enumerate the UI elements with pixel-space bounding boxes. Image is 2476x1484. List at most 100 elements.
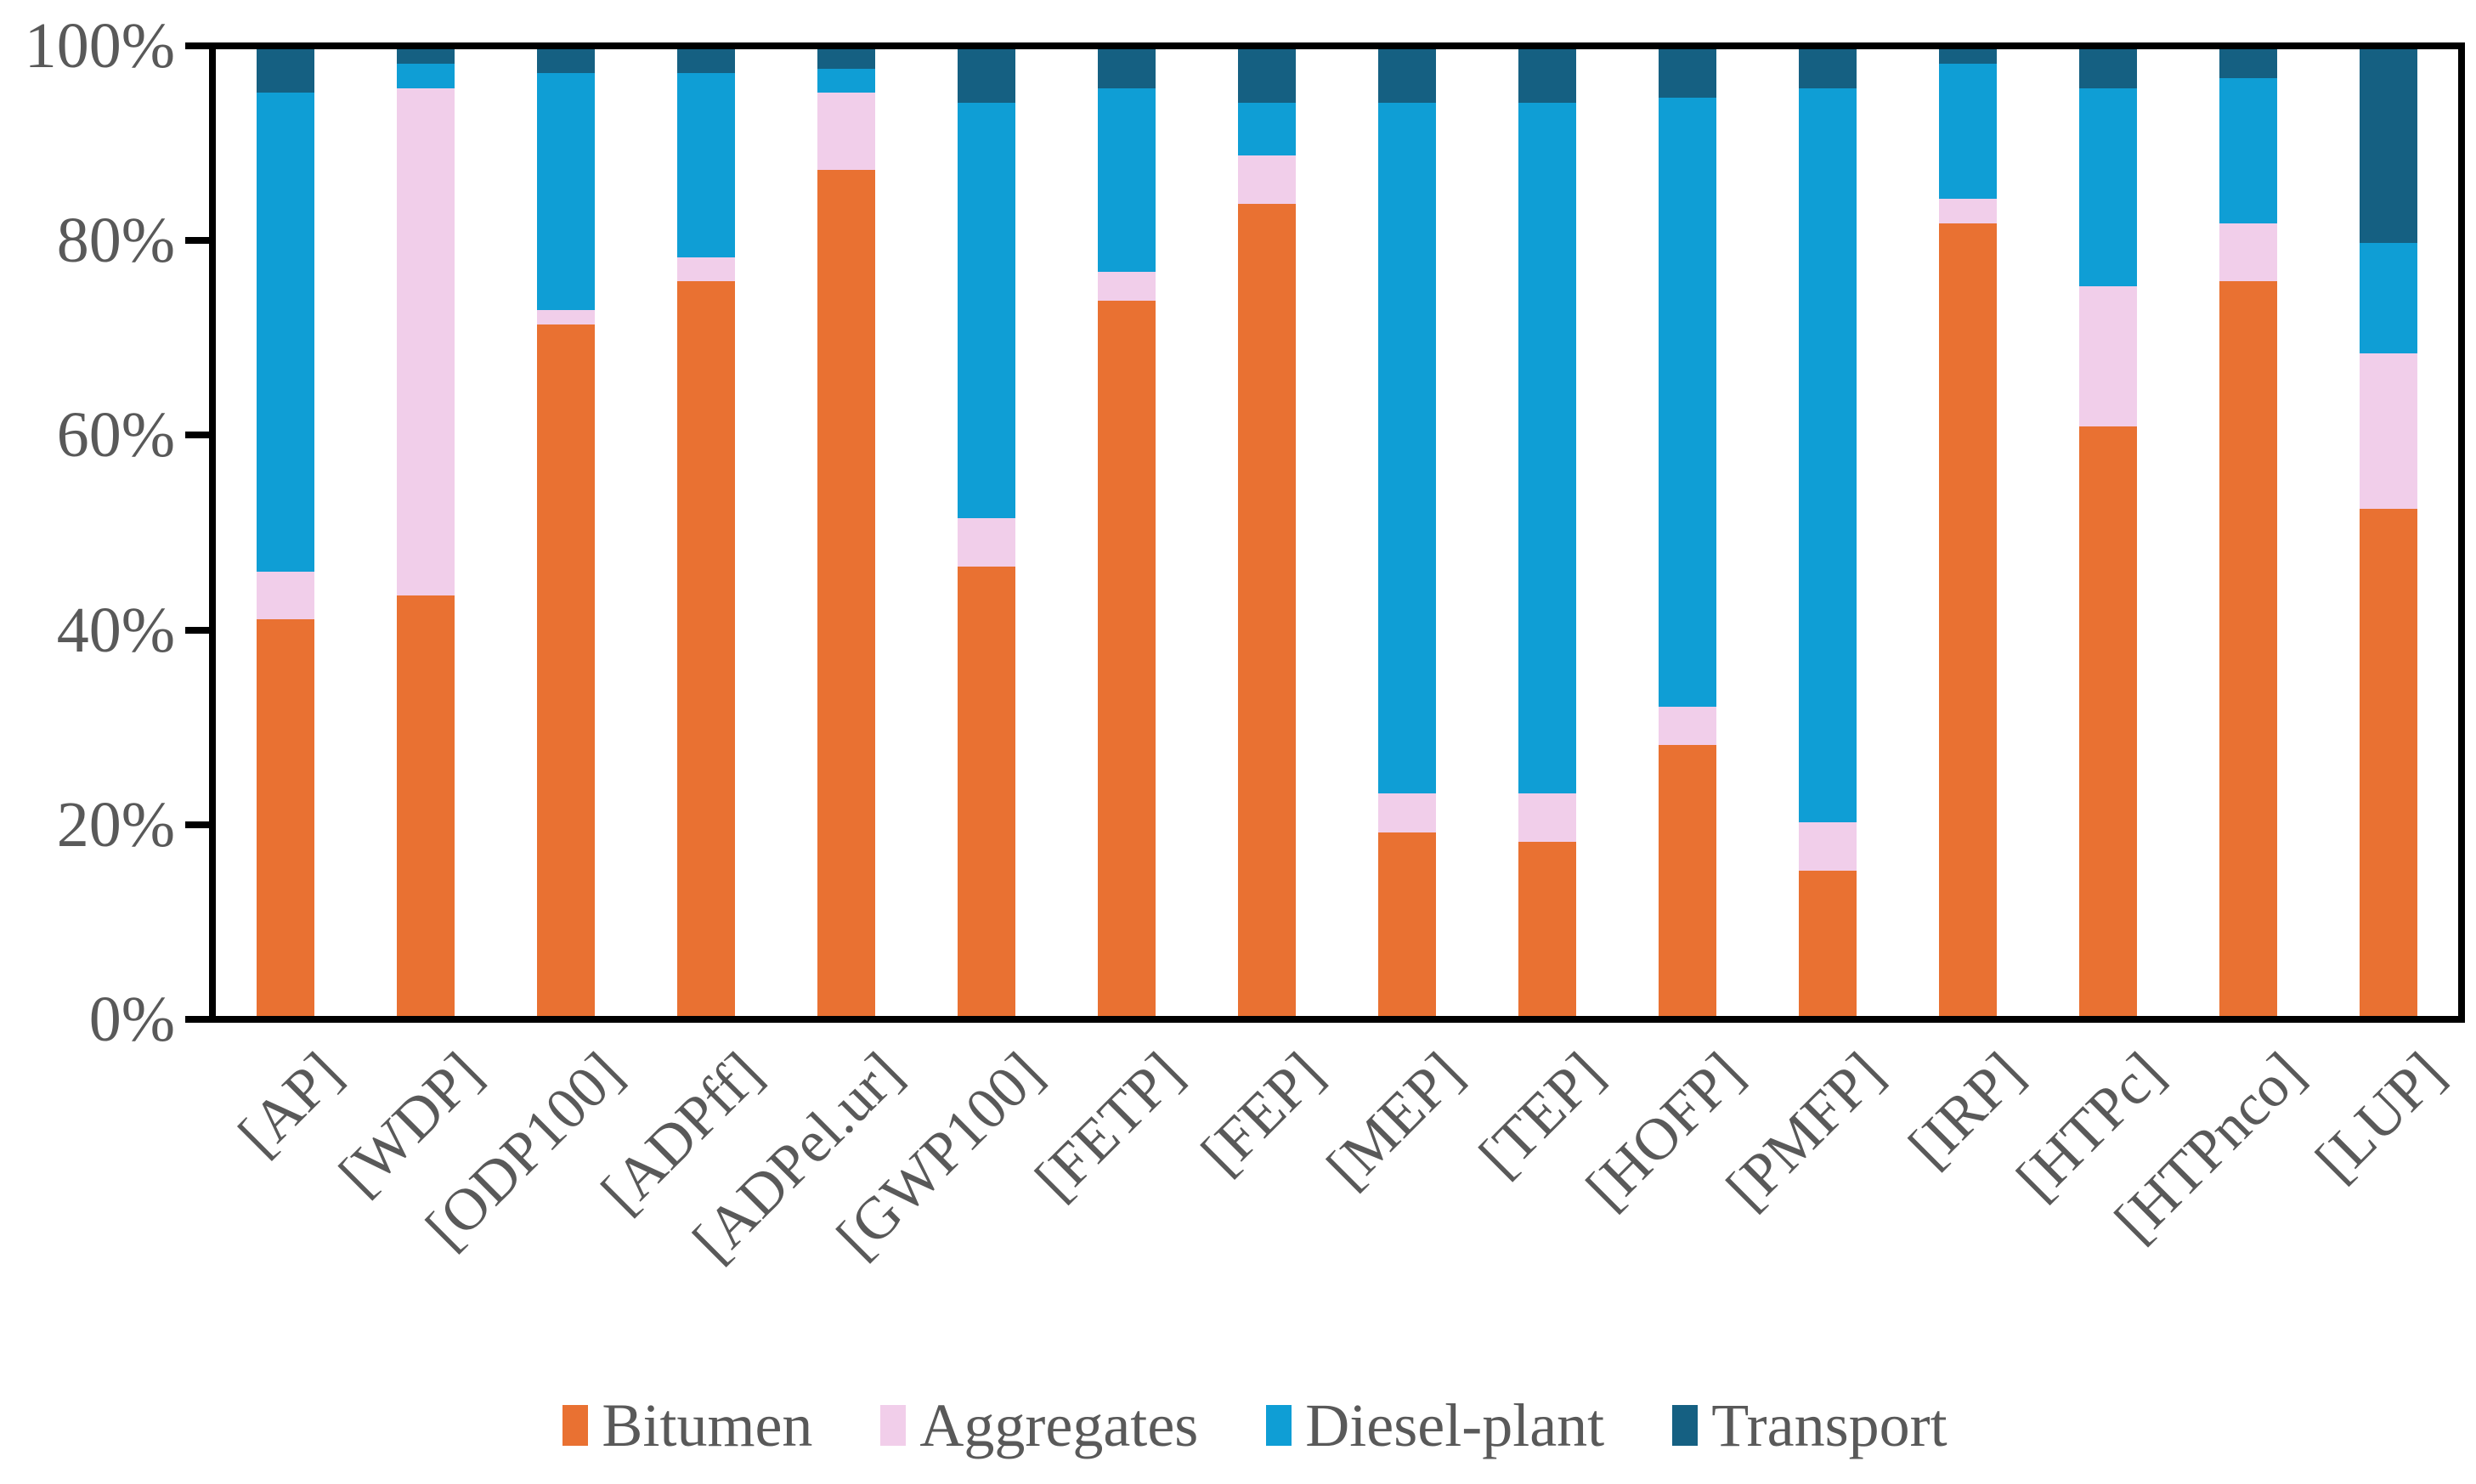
segment-transport <box>2219 49 2277 79</box>
chart-legend: Bitumen Aggregates Diesel-plant Transport <box>0 1383 2476 1468</box>
segment-bitumen <box>958 566 1016 1016</box>
segment-bitumen <box>257 619 315 1016</box>
x-axis-category-label: [PMFP] <box>1714 1040 1897 1222</box>
y-axis-tick-label: 80% <box>56 205 175 277</box>
x-axis-category-label: [FEP] <box>1189 1040 1337 1188</box>
legend-swatch-icon <box>562 1405 589 1446</box>
segment-diesel-plant <box>1518 102 1576 794</box>
segment-transport <box>257 49 315 93</box>
bar-column-fetp <box>1098 49 1156 1016</box>
bar-column-pmfp <box>1798 49 1857 1016</box>
segment-aggregates <box>677 257 736 282</box>
legend-label: Aggregates <box>919 1391 1199 1459</box>
segment-transport <box>958 49 1016 103</box>
segment-diesel-plant <box>1658 97 1716 707</box>
legend-item-aggregates: Aggregates <box>880 1385 1198 1466</box>
segment-bitumen <box>2359 508 2417 1016</box>
bar-column-fep <box>1238 49 1297 1016</box>
x-axis-category-label: [LUP] <box>2303 1040 2457 1194</box>
segment-bitumen <box>1518 842 1576 1016</box>
y-axis-tick-label: 40% <box>56 594 175 666</box>
segment-diesel-plant <box>677 73 736 257</box>
legend-swatch-icon <box>1672 1405 1699 1446</box>
segment-transport <box>1658 49 1716 98</box>
segment-aggregates <box>257 571 315 620</box>
y-axis-tick-label: 20% <box>56 788 175 860</box>
y-axis-tick-label: 0% <box>88 984 175 1055</box>
segment-diesel-plant <box>1377 102 1436 794</box>
segment-aggregates <box>817 93 876 171</box>
segment-transport <box>1518 49 1576 103</box>
segment-bitumen <box>1377 832 1436 1016</box>
segment-diesel-plant <box>2219 78 2277 223</box>
y-axis-tick <box>185 237 209 245</box>
segment-diesel-plant <box>1098 87 1156 272</box>
bar-column-adpelur <box>817 49 876 1016</box>
bar-column-gwp100 <box>958 49 1016 1016</box>
segment-bitumen <box>397 595 455 1016</box>
segment-diesel-plant <box>1238 102 1297 156</box>
bar-column-ap <box>257 49 315 1016</box>
segment-diesel-plant <box>257 93 315 572</box>
segment-transport <box>2359 49 2417 243</box>
segment-aggregates <box>1798 822 1857 872</box>
segment-aggregates <box>958 517 1016 567</box>
segment-aggregates <box>1518 793 1576 843</box>
segment-transport <box>1798 49 1857 88</box>
legend-swatch-icon <box>1266 1405 1292 1446</box>
x-axis-category-label: [MEP] <box>1314 1040 1477 1201</box>
segment-diesel-plant <box>817 68 876 93</box>
legend-swatch-icon <box>880 1405 907 1446</box>
segment-aggregates <box>537 310 596 325</box>
segment-transport <box>677 49 736 74</box>
segment-aggregates <box>1938 199 1997 223</box>
segment-diesel-plant <box>2359 242 2417 354</box>
segment-aggregates <box>1098 271 1156 301</box>
segment-bitumen <box>2219 281 2277 1016</box>
x-axis-category-label: [AP] <box>226 1040 355 1169</box>
segment-transport <box>1938 49 1997 65</box>
segment-diesel-plant <box>2078 87 2137 286</box>
plot-area <box>209 42 2465 1023</box>
segment-diesel-plant <box>397 64 455 88</box>
segment-bitumen <box>1658 745 1716 1016</box>
segment-aggregates <box>2359 353 2417 509</box>
segment-aggregates <box>1238 155 1297 205</box>
segment-bitumen <box>1798 871 1857 1016</box>
segment-transport <box>1238 49 1297 103</box>
legend-item-diesel-plant: Diesel-plant <box>1266 1385 1604 1466</box>
bar-column-hofp <box>1658 49 1716 1016</box>
y-axis-tick <box>185 432 209 439</box>
x-axis-category-label: [FETP] <box>1023 1040 1196 1213</box>
legend-label: Bitumen <box>602 1391 813 1459</box>
legend-item-bitumen: Bitumen <box>562 1385 812 1466</box>
legend-item-transport: Transport <box>1672 1385 1947 1466</box>
segment-bitumen <box>1238 204 1297 1016</box>
bar-column-wdp <box>397 49 455 1016</box>
segment-bitumen <box>1098 300 1156 1016</box>
bar-column-odp100 <box>537 49 596 1016</box>
bar-column-tep <box>1518 49 1576 1016</box>
segment-aggregates <box>1377 793 1436 832</box>
bar-column-adpff <box>677 49 736 1016</box>
x-axis-category-label: [HOFP] <box>1574 1040 1756 1222</box>
segment-transport <box>1098 49 1156 88</box>
segment-diesel-plant <box>1938 64 1997 200</box>
y-axis-tick-label: 100% <box>24 10 175 82</box>
segment-diesel-plant <box>958 102 1016 518</box>
y-axis-tick <box>185 42 209 49</box>
segment-aggregates <box>397 87 455 595</box>
segment-transport <box>1377 49 1436 103</box>
segment-bitumen <box>1938 223 1997 1016</box>
segment-bitumen <box>2078 426 2137 1016</box>
segment-bitumen <box>817 170 876 1016</box>
segment-diesel-plant <box>537 73 596 311</box>
segment-transport <box>397 49 455 65</box>
bar-column-irp <box>1938 49 1997 1016</box>
y-axis-tick <box>185 626 209 634</box>
plot-inner-region <box>216 49 2458 1016</box>
segment-aggregates <box>2078 285 2137 426</box>
segment-diesel-plant <box>1798 87 1857 823</box>
segment-aggregates <box>1658 706 1716 746</box>
bar-column-lup <box>2359 49 2417 1016</box>
